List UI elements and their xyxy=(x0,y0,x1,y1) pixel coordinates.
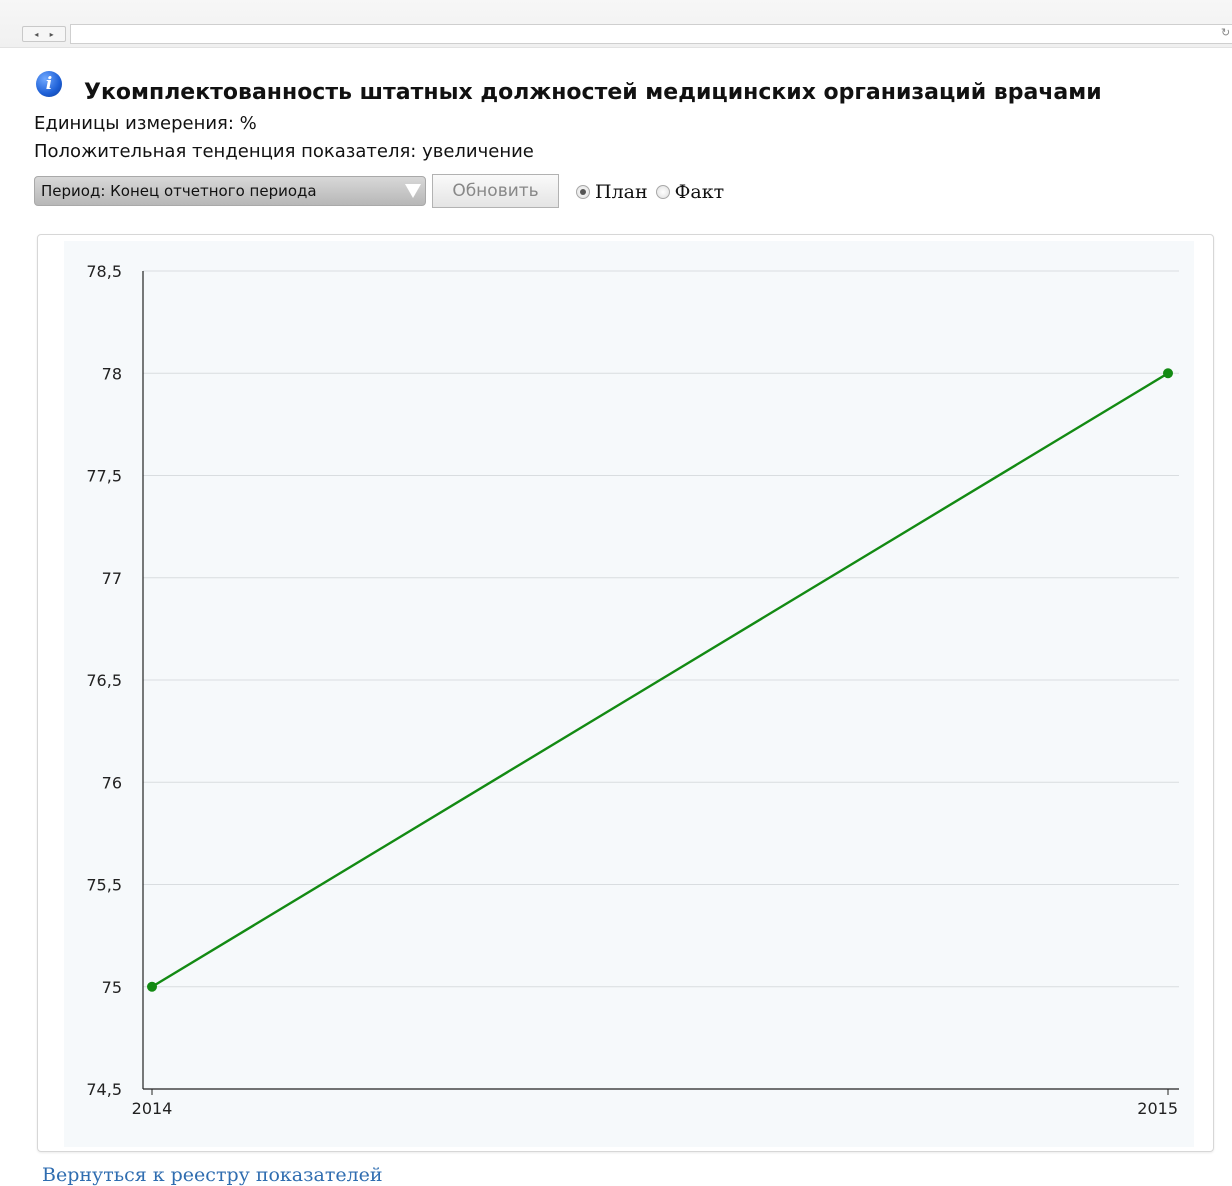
y-tick-label: 76,5 xyxy=(86,671,122,690)
page-title: Укомплектованность штатных должностей ме… xyxy=(84,80,1102,105)
chevron-down-icon xyxy=(405,184,421,198)
forward-arrow-icon[interactable]: ▸ xyxy=(49,29,54,39)
back-arrow-icon[interactable]: ◂ xyxy=(34,29,39,39)
x-tick-label: 2014 xyxy=(132,1099,173,1118)
y-tick-label: 75,5 xyxy=(86,876,122,895)
line-chart: 78,5 78 77,5 77 76,5 76 75,5 75 74,5 2014 2015 xyxy=(64,241,1194,1147)
address-bar[interactable] xyxy=(70,24,1232,44)
back-to-registry-link[interactable]: Вернуться к реестру показателей xyxy=(42,1164,383,1186)
period-select-value: Период: Конец отчетного периода xyxy=(41,182,317,200)
radio-fact-label[interactable]: Факт xyxy=(674,181,725,203)
y-tick-label: 78,5 xyxy=(86,262,122,281)
toolbar-divider xyxy=(0,47,1232,48)
y-tick-label: 74,5 xyxy=(86,1080,122,1099)
series-line xyxy=(151,372,1169,988)
units-label: Единицы измерения: % xyxy=(34,113,257,134)
reload-icon[interactable]: ↻ xyxy=(1221,26,1231,39)
y-tick-label: 77 xyxy=(102,569,122,588)
refresh-button[interactable]: Обновить xyxy=(432,174,559,208)
y-tick-label: 78 xyxy=(102,364,122,383)
trend-label: Положительная тенденция показателя: увел… xyxy=(34,141,534,162)
x-tick-label: 2015 xyxy=(1137,1099,1178,1118)
plan-fact-radio-group: План Факт xyxy=(576,181,732,203)
info-icon: i xyxy=(36,71,62,97)
y-tick-label: 76 xyxy=(102,773,122,792)
y-tick-label: 77,5 xyxy=(86,467,122,486)
chart-panel: 78,5 78 77,5 77 76,5 76 75,5 75 74,5 2014 2015 xyxy=(37,234,1214,1152)
data-point xyxy=(147,981,157,992)
plot-background xyxy=(64,241,1194,1147)
browser-nav-buttons[interactable]: ◂ ▸ xyxy=(22,26,66,42)
radio-plan-label[interactable]: План xyxy=(595,181,648,203)
radio-fact[interactable] xyxy=(655,185,670,199)
data-point xyxy=(1163,368,1173,379)
browser-toolbar: ◂ ▸ ↻ xyxy=(0,0,1232,48)
y-tick-label: 75 xyxy=(102,978,122,997)
radio-plan[interactable] xyxy=(576,185,590,199)
period-select[interactable]: Период: Конец отчетного периода xyxy=(34,176,426,206)
